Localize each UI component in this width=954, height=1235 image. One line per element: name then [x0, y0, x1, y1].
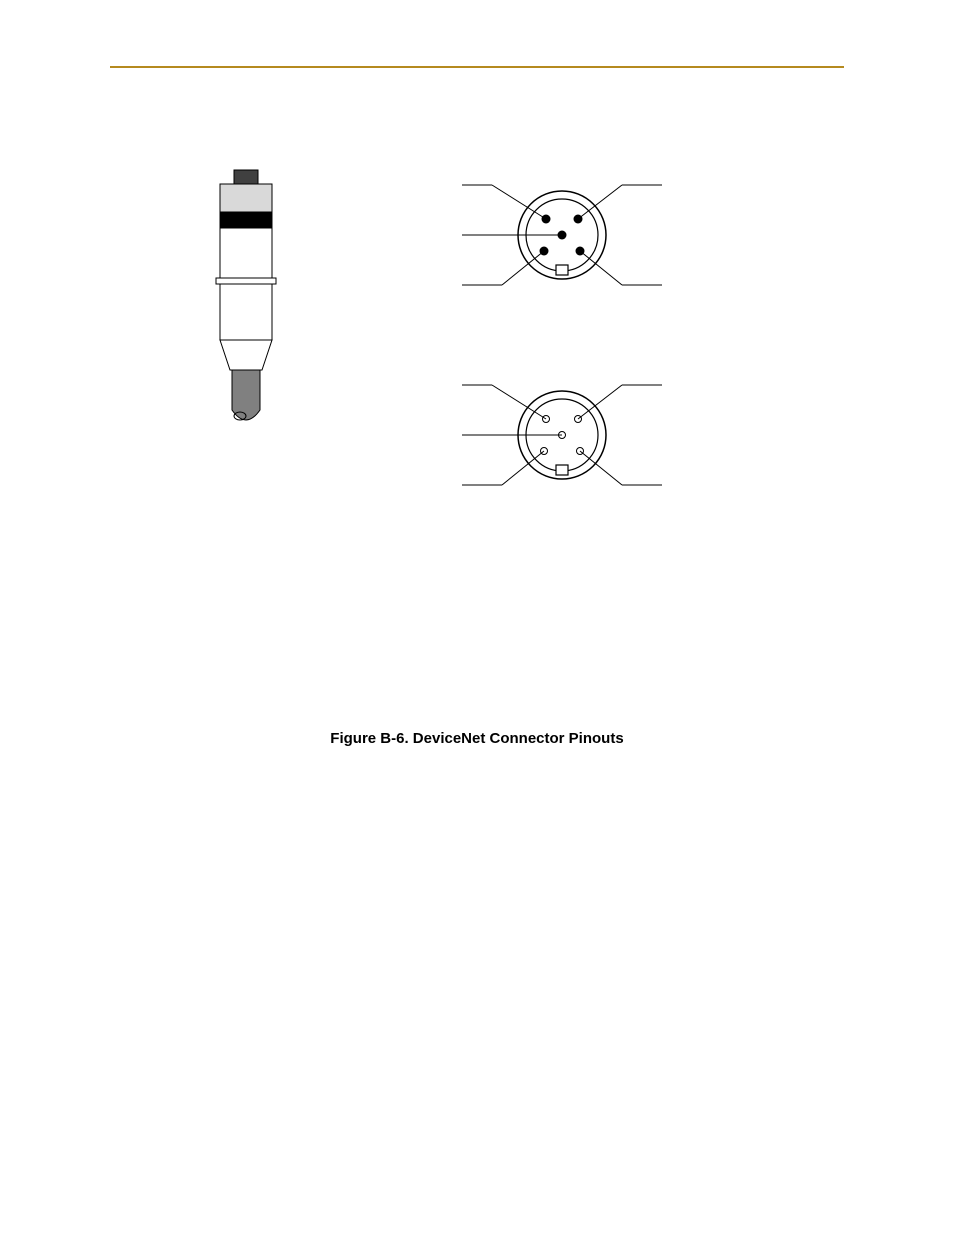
connector-diagram: [0, 150, 954, 720]
connector-face-female: [462, 385, 662, 485]
connector-face-male: [462, 185, 662, 285]
connector-side-view: [216, 170, 276, 420]
diagram-area: [0, 150, 954, 720]
header-rule: [110, 66, 844, 68]
figure-caption: Figure B-6. DeviceNet Connector Pinouts: [0, 730, 954, 747]
